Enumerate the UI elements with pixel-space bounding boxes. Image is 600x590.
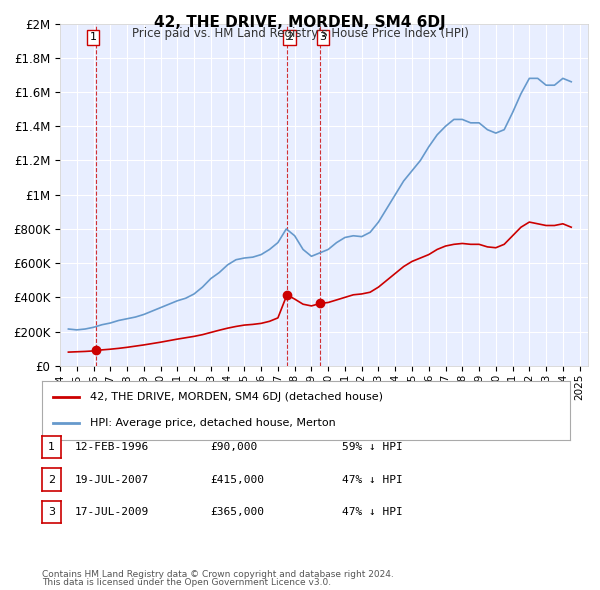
Text: 42, THE DRIVE, MORDEN, SM4 6DJ: 42, THE DRIVE, MORDEN, SM4 6DJ: [154, 15, 446, 30]
Text: This data is licensed under the Open Government Licence v3.0.: This data is licensed under the Open Gov…: [42, 578, 331, 587]
Text: 17-JUL-2009: 17-JUL-2009: [75, 507, 149, 517]
Text: 3: 3: [48, 507, 55, 517]
Text: 42, THE DRIVE, MORDEN, SM4 6DJ (detached house): 42, THE DRIVE, MORDEN, SM4 6DJ (detached…: [89, 392, 383, 402]
Text: Price paid vs. HM Land Registry's House Price Index (HPI): Price paid vs. HM Land Registry's House …: [131, 27, 469, 40]
Text: 2: 2: [286, 32, 293, 42]
Text: 59% ↓ HPI: 59% ↓ HPI: [342, 442, 403, 452]
Text: 47% ↓ HPI: 47% ↓ HPI: [342, 475, 403, 484]
Text: Contains HM Land Registry data © Crown copyright and database right 2024.: Contains HM Land Registry data © Crown c…: [42, 571, 394, 579]
Text: HPI: Average price, detached house, Merton: HPI: Average price, detached house, Mert…: [89, 418, 335, 428]
Text: 19-JUL-2007: 19-JUL-2007: [75, 475, 149, 484]
Text: 47% ↓ HPI: 47% ↓ HPI: [342, 507, 403, 517]
Text: 1: 1: [89, 32, 97, 42]
Text: £415,000: £415,000: [210, 475, 264, 484]
Text: £365,000: £365,000: [210, 507, 264, 517]
Text: 3: 3: [319, 32, 326, 42]
Text: 1: 1: [48, 442, 55, 452]
Text: 2: 2: [48, 475, 55, 484]
Text: £90,000: £90,000: [210, 442, 257, 452]
Text: 12-FEB-1996: 12-FEB-1996: [75, 442, 149, 452]
